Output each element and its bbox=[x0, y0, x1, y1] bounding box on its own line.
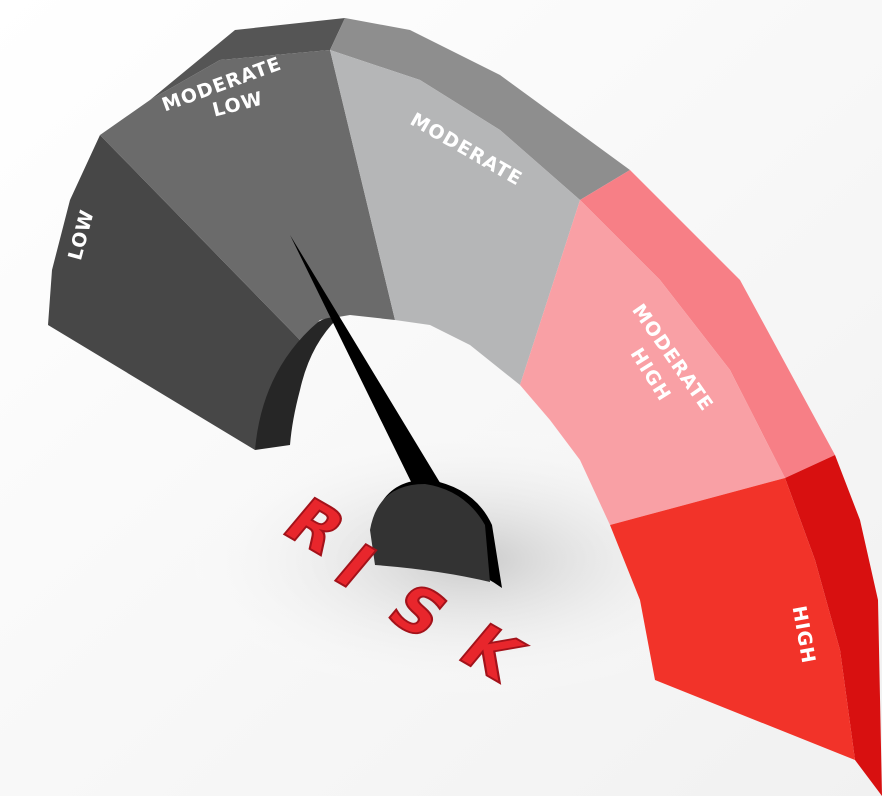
rim-moderate-high bbox=[580, 170, 835, 478]
rim-moderate-low bbox=[150, 18, 345, 100]
rim-moderate bbox=[330, 18, 630, 200]
segment-high bbox=[610, 478, 855, 760]
inner-wall bbox=[255, 317, 338, 450]
segment-moderate-low bbox=[100, 50, 395, 340]
segment-moderate-high bbox=[520, 200, 785, 525]
needle-hub bbox=[370, 484, 490, 582]
needle bbox=[290, 235, 442, 496]
segment-moderate bbox=[330, 50, 580, 385]
segment-low bbox=[48, 135, 300, 450]
rim-high bbox=[785, 455, 882, 796]
